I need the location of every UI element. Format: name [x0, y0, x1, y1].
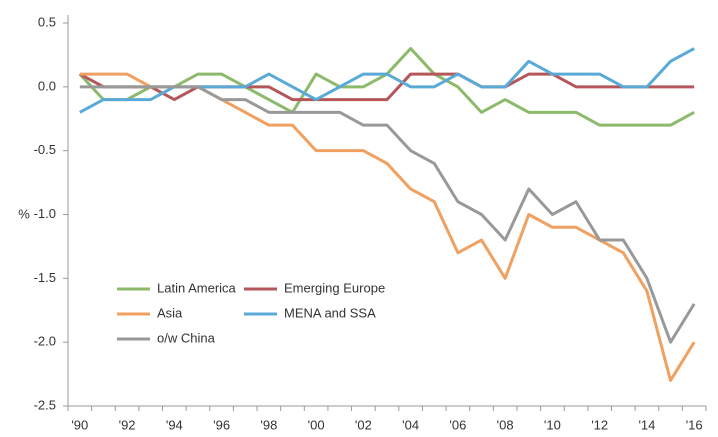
legend-label: o/w China — [157, 330, 216, 345]
y-tick-label: -1.5 — [34, 270, 56, 285]
y-tick-label: 0.5 — [38, 14, 56, 29]
legend-label: MENA and SSA — [284, 305, 376, 320]
legend-label: Emerging Europe — [284, 280, 385, 295]
x-tick-label: '04 — [402, 417, 419, 432]
x-tick-label: '14 — [638, 417, 655, 432]
legend-label: Asia — [157, 305, 183, 320]
x-tick-label: '96 — [213, 417, 230, 432]
x-tick-label: '10 — [544, 417, 561, 432]
x-tick-label: '90 — [71, 417, 88, 432]
y-tick-label: 0.0 — [38, 78, 56, 93]
x-tick-label: '06 — [449, 417, 466, 432]
legend-label: Latin America — [157, 280, 237, 295]
x-tick-label: '92 — [119, 417, 136, 432]
y-tick-label: -0.5 — [34, 142, 56, 157]
x-tick-label: '02 — [355, 417, 372, 432]
y-tick-label: -2.5 — [34, 397, 56, 412]
x-tick-label: '00 — [308, 417, 325, 432]
x-tick-label: '94 — [166, 417, 183, 432]
series-line — [79, 47, 695, 114]
series-line — [79, 85, 696, 344]
x-tick-label: '12 — [591, 417, 608, 432]
y-tick-label: -1.0 — [34, 206, 56, 221]
x-tick-label: '98 — [260, 417, 277, 432]
x-tick-label: '16 — [686, 417, 703, 432]
x-tick-label: '08 — [497, 417, 514, 432]
y-axis-label: % — [18, 206, 30, 221]
series-line — [79, 72, 695, 102]
y-tick-label: -2.0 — [34, 334, 56, 349]
